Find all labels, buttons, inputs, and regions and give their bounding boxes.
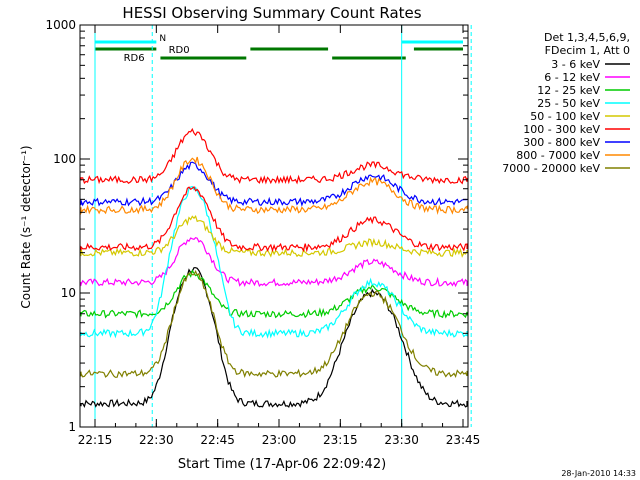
series-0-line [80,267,468,408]
y-tick-label: 10 [61,286,76,300]
legend-label: 300 - 800 keV [523,136,600,149]
legend-header-line-1: Det 1,3,4,5,6,9, [544,31,630,44]
x-tick-label: 23:15 [323,433,358,447]
x-tick-label: 23:30 [384,433,419,447]
y-tick-label: 100 [53,152,76,166]
legend-label: 12 - 25 keV [537,84,600,97]
series-2-line [80,269,468,320]
legend-label: 25 - 50 keV [537,97,600,110]
series-top-line [80,127,468,185]
series-3-line [80,185,468,339]
legend-label: 50 - 100 keV [530,110,600,123]
footer-date: 28-Jan-2010 14:33 [561,469,636,478]
flag-label-n: N [159,34,166,44]
x-tick-label: 22:15 [78,433,113,447]
chart-title: HESSI Observing Summary Count Rates [122,4,421,22]
flag-label-rd6: RD6 [124,53,145,64]
axes: 22:15 22:30 22:45 23:00 23:15 23:30 23:45 1 10 10… [45,18,480,447]
x-axis-label: Start Time (17-Apr-06 22:09:42) [178,457,386,472]
y-tick-label: 1000 [45,18,76,32]
x-tick-label: 22:45 [200,433,235,447]
legend-label: 3 - 6 keV [551,58,600,71]
legend-label: 100 - 300 keV [523,123,600,136]
series-7-line [80,156,468,216]
y-tick-label: 1 [68,420,76,434]
series-8-line [80,269,468,379]
legend-label: 7000 - 20000 keV [502,162,600,175]
plot-frame [79,24,469,428]
flag-label-rd0: RD0 [169,45,190,56]
y-axis-label: Count Rate (s⁻¹ detector⁻¹) [19,145,33,308]
x-tick-label: 23:45 [446,433,481,447]
series-6-line [80,161,468,207]
x-tick-label: 22:30 [139,433,174,447]
series-1-line [80,237,468,288]
series-5-line [80,185,468,253]
legend-header-line-2: FDecim 1, Att 0 [545,44,630,57]
x-tick-label: 23:00 [262,433,297,447]
legend-label: 800 - 7000 keV [516,149,600,162]
legend-label: 6 - 12 keV [544,71,600,84]
